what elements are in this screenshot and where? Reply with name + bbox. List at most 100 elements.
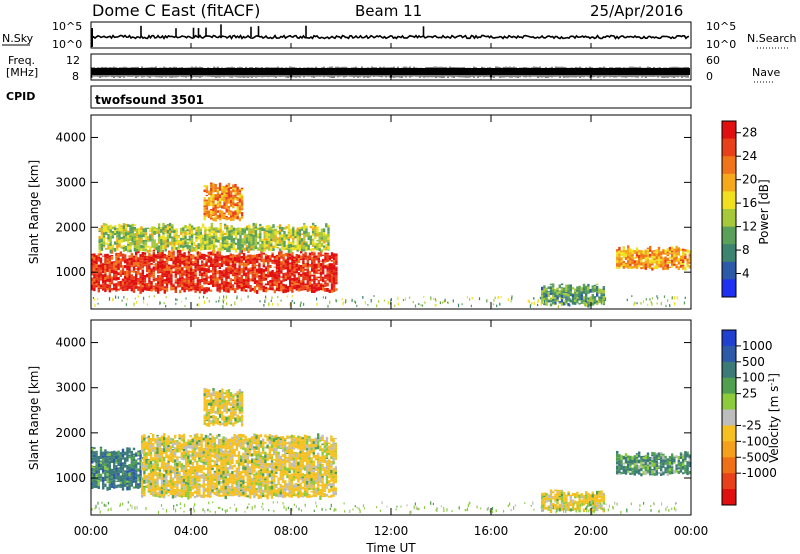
echo-cell-4 [633,263,636,267]
echo-cell-1 [305,225,308,228]
echo-cell-1 [307,232,310,234]
echo-cell-0 [218,258,221,262]
echo-cell-2 [214,190,217,192]
echo-cell-4 [651,250,654,255]
echo-cell-2 [240,198,244,201]
echo-cell-1 [325,236,328,240]
velocity-echoes [91,387,691,515]
echo-cell-1 [231,477,234,480]
echo-cell-3 [587,290,590,294]
echo-cell-1 [180,477,183,482]
echo-cell-1 [204,455,208,460]
echo-cell-1 [191,478,194,483]
cpid-text: twofsound 3501 [95,93,204,107]
echo-cell-2 [210,187,213,191]
echo-cell-1 [224,478,227,483]
echo-cell-0 [117,462,120,466]
echo-cell-0 [106,258,109,261]
echo-cell-0 [280,288,283,292]
echo-cell-1 [289,244,293,248]
echo-cell-3 [585,296,588,298]
echo-cell-0 [130,468,133,472]
echo-cell-0 [227,268,230,272]
echo-cell-1 [187,474,190,476]
echo-cell-1 [220,446,223,449]
echo-cell-0 [267,267,270,272]
ground-scatter-cell [604,297,607,301]
echo-cell-0 [260,279,263,281]
echo-cell-0 [183,254,186,258]
echo-cell-0 [95,283,98,286]
echo-cell-3 [567,290,570,293]
echo-cell-2 [227,184,231,188]
colorbar-swatch [722,209,736,228]
echo-cell-1 [141,435,144,437]
echo-cell-1 [221,242,225,245]
echo-cell-0 [201,253,204,256]
echo-cell-1 [160,461,164,464]
echo-cell-0 [284,278,287,281]
echo-cell-1 [173,246,176,248]
echo-cell-1 [187,466,190,468]
echo-cell-1 [222,457,225,460]
echo-cell-1 [211,435,214,439]
echo-cell-0 [121,474,125,478]
echo-cell-1 [219,246,222,249]
echo-cell-0 [172,260,175,265]
echo-cell-0 [168,255,171,258]
echo-cell-1 [232,230,236,232]
echo-cell-1 [239,227,242,231]
echo-cell-3 [565,303,568,305]
echo-cell-1 [141,489,144,492]
echo-cell-1 [165,464,168,468]
echo-cell-0 [220,282,224,285]
echo-cell-0 [135,472,138,474]
echo-cell-0 [161,258,164,261]
echo-cell-0 [260,258,263,262]
echo-cell-1 [131,236,134,240]
echo-cell-1 [193,441,197,444]
echo-cell-1 [191,449,194,453]
ground-scatter-cell [423,295,425,298]
echo-cell-1 [107,225,110,229]
echo-cell-4 [679,248,683,251]
echo-cell-0 [333,275,336,277]
echo-cell-1 [274,238,277,243]
echo-cell-2 [229,215,233,218]
ground-scatter-cell [585,298,587,301]
echo-cell-0 [220,278,224,281]
echo-cell-1 [164,243,167,245]
echo-cell-1 [207,485,210,488]
echo-cell-1 [231,480,234,483]
echo-cell-1 [196,465,199,468]
echo-cell-1 [152,482,155,487]
echo-cell-0 [311,274,314,277]
echo-cell-1 [118,236,121,239]
echo-cell-1 [237,437,241,440]
echo-cell-0 [115,252,118,257]
echo-cell-1 [237,240,240,244]
echo-cell-0 [306,280,309,283]
echo-cell-4 [646,251,650,253]
echo-cell-0 [104,471,107,474]
echo-cell-4 [627,256,630,259]
echo-cell-1 [212,237,216,240]
echo-cell-1 [111,233,115,236]
echo-cell-1 [237,481,241,484]
echo-cell-0 [324,274,327,277]
echo-cell-0 [150,259,153,260]
echo-cell-2 [218,185,222,188]
echo-cell-0 [315,283,318,285]
echo-cell-1 [204,234,207,239]
echo-cell-2 [205,214,209,217]
echo-cell-0 [126,465,129,467]
echo-cell-1 [145,475,148,479]
echo-cell-0 [121,289,125,292]
echo-cell-0 [95,467,98,470]
echo-cell-1 [143,450,146,454]
echo-cell-0 [91,479,94,482]
echo-cell-0 [231,265,235,268]
echo-cell-0 [205,254,208,257]
echo-cell-1 [174,467,177,469]
echo-cell-1 [204,443,208,448]
